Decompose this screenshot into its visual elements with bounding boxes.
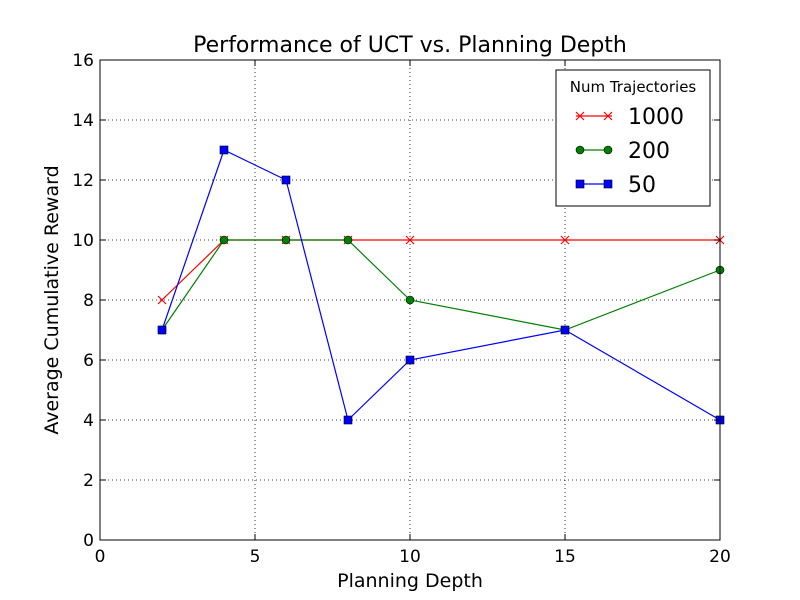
y-tick-label: 6 — [83, 351, 94, 371]
legend-marker — [603, 179, 613, 189]
legend-entry-200: 200 — [575, 139, 670, 164]
y-tick-label: 2 — [83, 471, 94, 491]
x-tick-label: 5 — [250, 547, 261, 567]
y-axis-label: Average Cumulative Reward — [41, 165, 63, 434]
data-point-50 — [219, 145, 229, 155]
x-tick-label: 10 — [399, 547, 421, 567]
legend-marker — [575, 111, 585, 121]
x-axis-label: Planning Depth — [337, 570, 483, 592]
y-tick-label: 16 — [72, 51, 94, 71]
legend-marker — [603, 145, 613, 155]
y-tick-label: 0 — [83, 531, 94, 551]
y-tick-label: 10 — [72, 231, 94, 251]
data-point-200 — [343, 235, 353, 245]
data-point-1000 — [157, 295, 167, 305]
y-tick-label: 12 — [72, 171, 94, 191]
data-point-50 — [343, 415, 353, 425]
data-point-50 — [281, 175, 291, 185]
x-tick-label: 15 — [554, 547, 576, 567]
data-point-50 — [157, 325, 167, 335]
data-point-50 — [405, 355, 415, 365]
legend-marker — [575, 145, 585, 155]
data-point-200 — [281, 235, 291, 245]
data-point-50 — [560, 325, 570, 335]
series-200 — [157, 235, 725, 335]
data-point-1000 — [405, 235, 415, 245]
legend: Num Trajectories 1000 200 50 — [555, 69, 711, 207]
legend-label: 1000 — [628, 105, 684, 130]
legend-label: 50 — [628, 173, 656, 198]
legend-marker — [575, 179, 585, 189]
legend-label: 200 — [628, 139, 670, 164]
y-tick-label: 8 — [83, 291, 94, 311]
data-point-200 — [219, 235, 229, 245]
y-tick-label: 4 — [83, 411, 94, 431]
data-point-200 — [405, 295, 415, 305]
x-tick-label: 20 — [709, 547, 731, 567]
chart-title: Performance of UCT vs. Planning Depth — [193, 33, 627, 58]
legend-entry-50: 50 — [575, 173, 656, 198]
legend-marker — [603, 111, 613, 121]
series-line-200 — [161, 239, 721, 331]
y-tick-label: 14 — [72, 111, 94, 131]
x-tick-label: 0 — [95, 547, 106, 567]
legend-title: Num Trajectories — [570, 78, 697, 96]
legend-entry-1000: 1000 — [575, 105, 684, 130]
series-line-1000 — [161, 239, 720, 301]
series-1000 — [157, 235, 725, 305]
data-point-1000 — [560, 235, 570, 245]
